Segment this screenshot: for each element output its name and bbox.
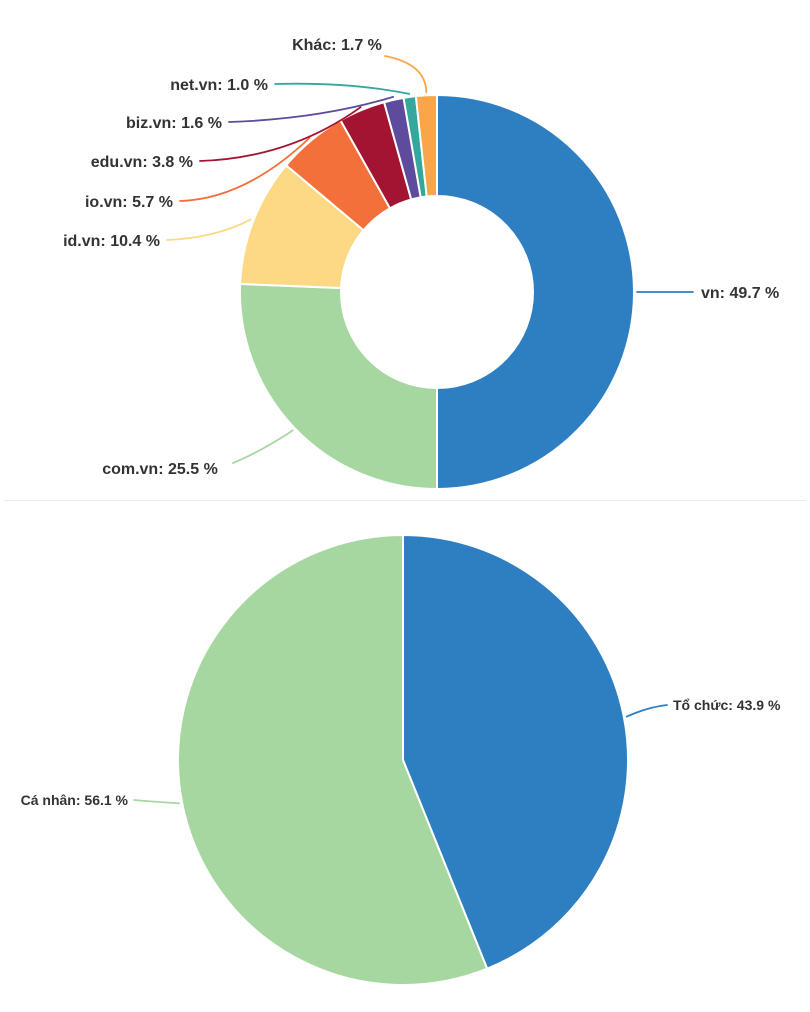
slice-label-to-chuc: Tổ chức: 43.9 % [673,697,781,713]
slice-label-ca-nhan: Cá nhân: 56.1 % [21,792,129,808]
registrant-type-pie-chart: Tổ chức: 43.9 % Cá nhân: 56.1 % [0,501,810,1012]
slice-com-vn [239,282,438,491]
leader-line-edu-vn [199,106,362,162]
section-divider [4,500,806,501]
slice-to-chuc [402,533,629,970]
slice-ca-nhan [177,533,489,986]
leader-line-net-vn [274,82,411,95]
slice-label-khac: Khác: 1.7 % [292,37,382,54]
leader-line-ca-nhan [133,799,181,805]
leader-line-io-vn [179,137,311,202]
leader-line-com-vn [232,429,294,464]
slice-label-id-vn: id.vn: 10.4 % [63,233,160,250]
slice-vn [436,93,635,491]
pie-chart-canvas: Tổ chức: 43.9 % Cá nhân: 56.1 % [21,533,781,986]
slice-label-io-vn: io.vn: 5.7 % [85,194,173,211]
leader-line-biz-vn [228,96,394,123]
domain-extension-donut-chart: vn: 49.7 % com.vn: 25.5 % id.vn: 10.4 % io.… [0,0,810,500]
slice-label-vn: vn: 49.7 % [701,285,779,302]
slice-khac [414,93,438,198]
leader-line-khac [384,55,428,94]
slice-label-com-vn: com.vn: 25.5 % [102,461,218,478]
slice-label-net-vn: net.vn: 1.0 % [170,77,268,94]
leader-line-to-chuc [625,704,668,718]
leader-line-id-vn [166,218,252,241]
slice-label-edu-vn: edu.vn: 3.8 % [91,154,193,171]
donut-chart-canvas: vn: 49.7 % com.vn: 25.5 % id.vn: 10.4 % io.… [63,37,779,491]
slice-label-biz-vn: biz.vn: 1.6 % [126,115,222,132]
